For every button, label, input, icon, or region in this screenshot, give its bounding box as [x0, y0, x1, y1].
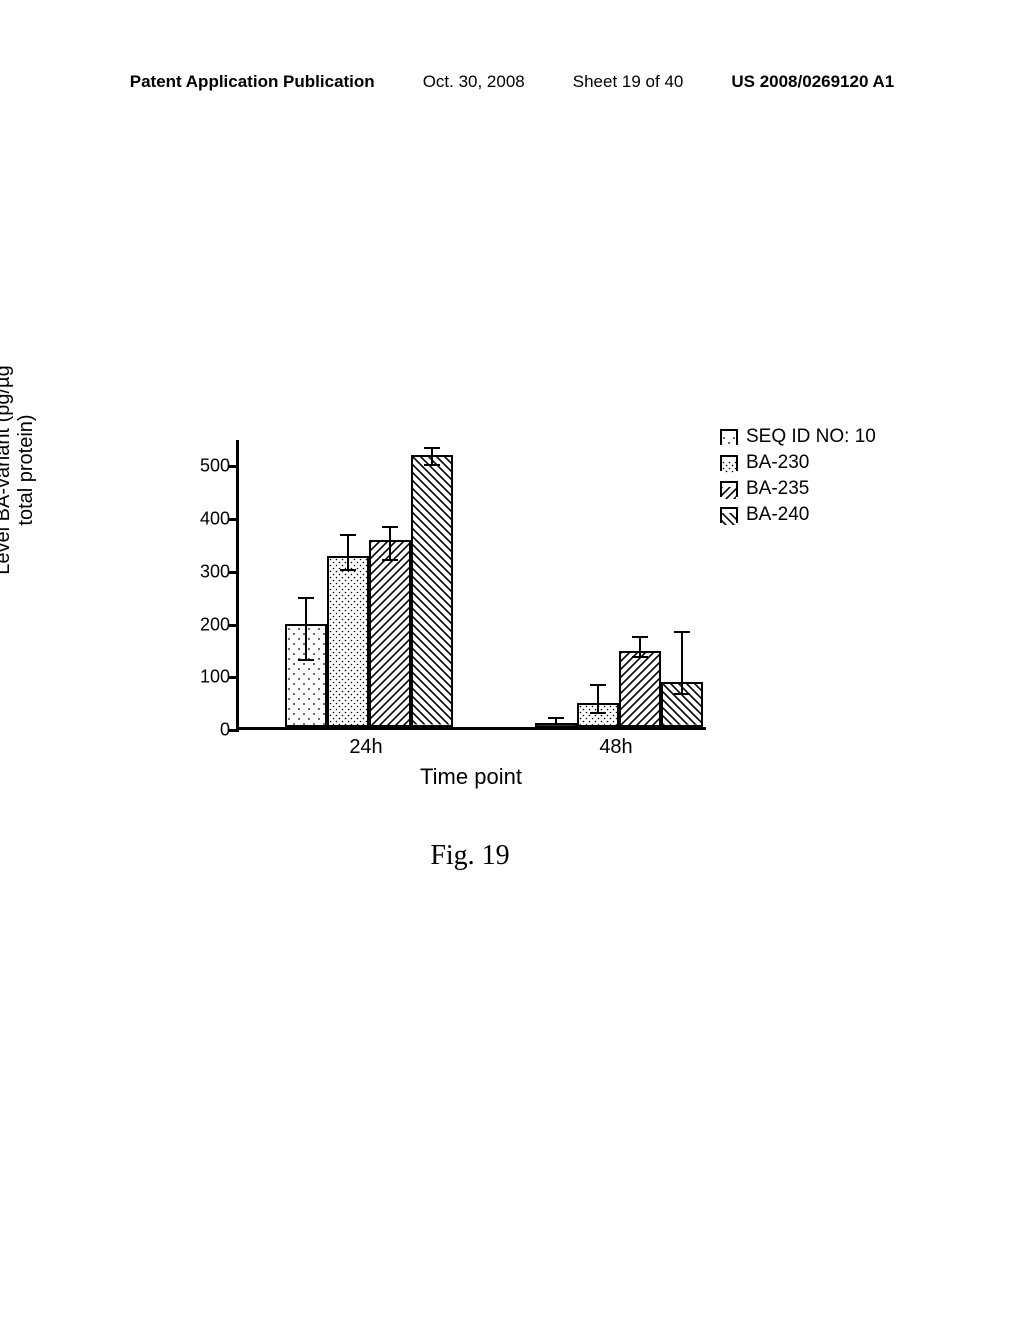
error-cap: [382, 559, 398, 561]
legend-item: SEQ ID NO: 10: [720, 426, 876, 448]
header-appno: US 2008/0269120 A1: [731, 72, 894, 92]
y-tick: [229, 518, 239, 521]
header-publication: Patent Application Publication: [130, 72, 375, 92]
legend-swatch: [720, 507, 738, 523]
error-bar: [597, 685, 599, 714]
y-tick: [229, 676, 239, 679]
legend-label: SEQ ID NO: 10: [746, 426, 876, 448]
bar: [411, 455, 453, 727]
legend-item: BA-240: [720, 504, 876, 526]
y-tick: [229, 729, 239, 732]
error-cap: [548, 717, 564, 719]
chart-area: Level BA-variant (pg/µg total protein) T…: [150, 440, 890, 780]
y-tick-label: 200: [190, 614, 230, 635]
error-bar: [347, 535, 349, 572]
figure-caption: Fig. 19: [150, 840, 790, 872]
error-bar: [639, 637, 641, 658]
error-bar: [305, 598, 307, 661]
legend-label: BA-230: [746, 452, 809, 474]
error-cap: [548, 723, 564, 725]
legend-item: BA-230: [720, 452, 876, 474]
legend: SEQ ID NO: 10 BA-230 BA-235 BA-240: [720, 426, 876, 530]
error-cap: [424, 447, 440, 449]
y-tick: [229, 624, 239, 627]
figure-19: Level BA-variant (pg/µg total protein) T…: [150, 440, 890, 780]
error-cap: [382, 526, 398, 528]
y-tick: [229, 465, 239, 468]
ylabel-line1: Level BA-variant (pg/µg: [0, 365, 14, 574]
error-cap: [340, 534, 356, 536]
error-cap: [632, 656, 648, 658]
x-tick-label: 48h: [599, 736, 632, 759]
y-tick-label: 400: [190, 509, 230, 530]
x-axis-label: Time point: [236, 764, 706, 790]
y-tick: [229, 571, 239, 574]
header-date: Oct. 30, 2008: [423, 72, 525, 92]
header-sheet: Sheet 19 of 40: [573, 72, 684, 92]
error-cap: [674, 693, 690, 695]
error-bar: [681, 632, 683, 695]
bar: [369, 540, 411, 727]
legend-swatch: [720, 429, 738, 445]
page-header: Patent Application Publication Oct. 30, …: [0, 72, 1024, 92]
error-cap: [424, 464, 440, 466]
legend-label: BA-240: [746, 504, 809, 526]
y-axis-label: Level BA-variant (pg/µg total protein): [0, 330, 38, 610]
ylabel-line2: total protein): [15, 330, 38, 610]
error-cap: [674, 631, 690, 633]
plot-region: [236, 440, 706, 730]
legend-swatch: [720, 481, 738, 497]
y-tick-label: 100: [190, 667, 230, 688]
legend-item: BA-235: [720, 478, 876, 500]
y-tick-label: 500: [190, 456, 230, 477]
legend-swatch: [720, 455, 738, 471]
y-tick-label: 300: [190, 561, 230, 582]
error-cap: [298, 597, 314, 599]
legend-label: BA-235: [746, 478, 809, 500]
error-cap: [590, 684, 606, 686]
error-cap: [340, 569, 356, 571]
bar: [619, 651, 661, 727]
error-cap: [632, 636, 648, 638]
error-cap: [298, 659, 314, 661]
error-bar: [389, 527, 391, 561]
y-tick-label: 0: [190, 720, 230, 741]
bar: [327, 556, 369, 727]
x-tick-label: 24h: [349, 736, 382, 759]
error-cap: [590, 712, 606, 714]
